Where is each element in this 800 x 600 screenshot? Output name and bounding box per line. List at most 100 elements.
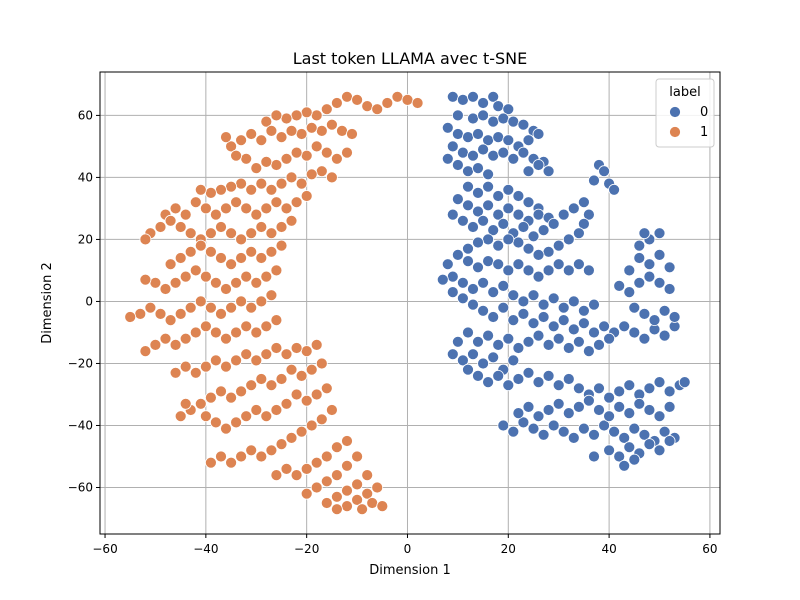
- point-label-0: [492, 131, 505, 144]
- point-label-0: [487, 286, 500, 299]
- point-label-0: [532, 410, 545, 423]
- point-label-0: [477, 214, 490, 227]
- point-label-1: [154, 307, 167, 320]
- point-label-0: [451, 248, 464, 261]
- point-label-0: [552, 397, 565, 410]
- point-label-0: [547, 419, 560, 432]
- point-label-1: [320, 103, 333, 116]
- point-label-0: [482, 180, 495, 193]
- point-label-1: [265, 183, 278, 196]
- point-label-0: [633, 397, 646, 410]
- point-label-0: [462, 242, 474, 255]
- point-label-1: [255, 134, 268, 147]
- point-label-1: [194, 397, 207, 410]
- point-label-1: [164, 214, 177, 227]
- point-label-0: [446, 90, 459, 103]
- point-label-0: [507, 354, 520, 367]
- point-label-1: [260, 270, 273, 283]
- point-label-0: [542, 369, 555, 382]
- point-label-0: [598, 419, 610, 432]
- point-label-0: [573, 258, 585, 271]
- point-label-1: [330, 441, 343, 454]
- point-label-0: [633, 276, 646, 289]
- point-label-0: [643, 438, 656, 451]
- point-label-1: [310, 140, 323, 153]
- point-label-0: [512, 208, 525, 221]
- plot-frame: [99, 71, 721, 535]
- point-label-1: [285, 363, 298, 376]
- point-label-0: [567, 431, 580, 444]
- point-label-0: [593, 404, 605, 416]
- point-label-0: [467, 283, 479, 295]
- point-label-0: [532, 128, 545, 140]
- point-label-0: [678, 376, 691, 389]
- x-axis-label: Dimension 1: [369, 563, 451, 578]
- point-label-1: [204, 227, 217, 240]
- point-label-1: [255, 252, 268, 264]
- point-label-0: [497, 146, 510, 159]
- point-label-0: [492, 369, 505, 382]
- point-label-1: [300, 487, 313, 500]
- point-label-0: [608, 183, 620, 196]
- point-label-0: [613, 400, 626, 413]
- point-label-1: [230, 149, 243, 162]
- point-label-0: [502, 379, 515, 392]
- point-label-0: [527, 230, 540, 243]
- x-tick-label: −20: [294, 542, 319, 556]
- point-label-1: [275, 373, 288, 385]
- point-label-0: [522, 196, 535, 209]
- point-label-0: [497, 301, 510, 314]
- point-label-1: [330, 152, 343, 165]
- legend-title: label: [669, 85, 700, 100]
- point-label-0: [467, 221, 479, 233]
- point-label-0: [537, 224, 550, 237]
- point-label-1: [260, 155, 273, 168]
- point-label-0: [542, 338, 555, 351]
- point-label-1: [154, 221, 167, 233]
- point-label-0: [451, 128, 464, 140]
- point-label-0: [598, 320, 610, 333]
- point-label-0: [482, 329, 495, 342]
- point-label-0: [502, 202, 515, 215]
- point-label-1: [315, 124, 328, 137]
- point-label-0: [456, 146, 469, 159]
- point-label-1: [265, 245, 278, 258]
- point-label-1: [341, 500, 353, 513]
- point-label-0: [517, 146, 530, 159]
- point-label-1: [159, 332, 172, 345]
- point-label-0: [477, 109, 490, 122]
- point-label-1: [215, 252, 227, 264]
- point-label-0: [462, 326, 474, 339]
- point-label-0: [462, 199, 474, 212]
- point-label-1: [305, 168, 318, 181]
- point-label-1: [300, 345, 313, 358]
- axis-ticks: −60 −40 −20 0 20 40 60 −60 −40 −20 0 20 40 60: [68, 108, 718, 556]
- point-label-0: [593, 338, 605, 351]
- point-label-0: [567, 323, 580, 336]
- point-label-1: [275, 221, 288, 233]
- point-label-0: [658, 329, 671, 342]
- point-label-1: [341, 459, 353, 472]
- point-label-0: [482, 199, 495, 212]
- point-label-0: [638, 227, 651, 240]
- point-label-0: [653, 227, 666, 240]
- point-label-0: [557, 314, 570, 327]
- point-label-0: [446, 286, 459, 299]
- point-label-0: [472, 162, 484, 175]
- point-label-0: [603, 391, 615, 404]
- point-label-1: [215, 183, 227, 196]
- point-label-1: [235, 252, 248, 264]
- point-label-1: [265, 124, 278, 137]
- point-label-0: [441, 121, 454, 134]
- point-label-0: [623, 407, 636, 420]
- point-label-1: [149, 276, 162, 289]
- point-label-0: [512, 190, 525, 202]
- point-label-1: [199, 410, 212, 423]
- point-label-1: [245, 183, 258, 196]
- point-label-0: [502, 134, 515, 147]
- point-label-0: [472, 369, 484, 382]
- point-label-0: [578, 217, 590, 230]
- point-label-0: [562, 407, 575, 420]
- point-label-0: [547, 292, 560, 305]
